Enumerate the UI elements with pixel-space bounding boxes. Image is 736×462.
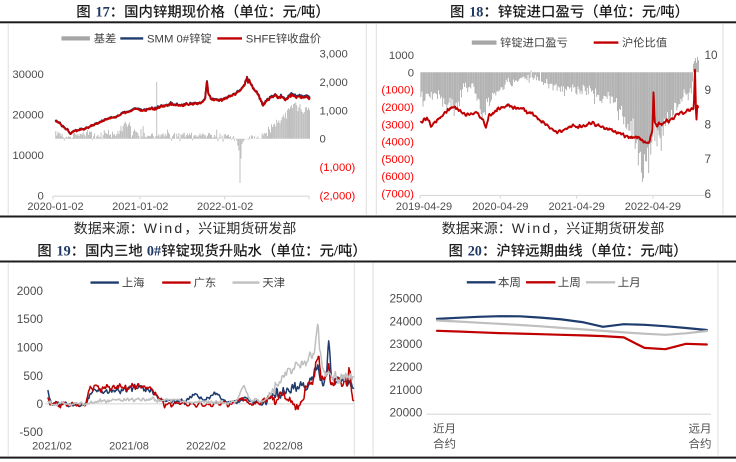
svg-text:2020-04-29: 2020-04-29	[472, 201, 528, 213]
svg-text:10: 10	[705, 48, 719, 62]
svg-text:500: 500	[23, 369, 43, 383]
svg-text:2021-01-02: 2021-01-02	[112, 201, 168, 213]
svg-text:(1,000): (1,000)	[320, 162, 356, 174]
svg-text:18: 18	[469, 5, 483, 21]
svg-text:10000: 10000	[12, 150, 43, 162]
svg-text:(3000): (3000)	[381, 119, 414, 131]
svg-text:(5000): (5000)	[381, 154, 414, 166]
svg-text:Wind: Wind	[144, 220, 185, 236]
svg-text:SMM 0#: SMM 0#	[147, 34, 190, 46]
svg-text:0: 0	[408, 67, 414, 79]
svg-text:21000: 21000	[389, 383, 422, 397]
svg-text:(7000): (7000)	[381, 189, 414, 201]
svg-text:1,000: 1,000	[320, 105, 348, 117]
svg-text:20000: 20000	[389, 406, 422, 420]
svg-text:(6000): (6000)	[381, 171, 414, 183]
svg-text:3,000: 3,000	[320, 49, 348, 61]
svg-text:/: /	[655, 5, 661, 21]
svg-text:6: 6	[705, 187, 712, 201]
svg-text:9: 9	[705, 83, 712, 97]
svg-text:19: 19	[57, 244, 71, 260]
svg-text:8: 8	[705, 118, 712, 132]
svg-text:30000: 30000	[12, 69, 43, 81]
svg-text:(2000): (2000)	[381, 102, 414, 114]
svg-text:2,000: 2,000	[320, 77, 348, 89]
svg-text:2021-04-29: 2021-04-29	[548, 201, 604, 213]
svg-text:1000: 1000	[389, 50, 414, 62]
svg-text:SHFE: SHFE	[246, 34, 277, 46]
svg-text:0: 0	[36, 397, 43, 411]
svg-text:2000: 2000	[17, 284, 44, 298]
svg-text:(1000): (1000)	[381, 85, 414, 97]
svg-text:(2,000): (2,000)	[320, 191, 356, 203]
svg-text:7: 7	[705, 152, 712, 166]
svg-text:(4000): (4000)	[381, 137, 414, 149]
svg-text:2019-04-29: 2019-04-29	[396, 201, 452, 213]
svg-text:2020-01-02: 2020-01-02	[27, 201, 83, 213]
svg-text:2022/08: 2022/08	[263, 441, 303, 453]
svg-text:1500: 1500	[17, 312, 44, 326]
svg-text:25000: 25000	[389, 292, 422, 306]
svg-text:22000: 22000	[389, 360, 422, 374]
svg-text:23000: 23000	[389, 337, 422, 351]
svg-text:0#: 0#	[147, 244, 161, 260]
svg-text:17: 17	[96, 5, 110, 21]
svg-text:20000: 20000	[12, 109, 43, 121]
svg-text:/: /	[333, 244, 339, 260]
svg-text:20: 20	[468, 244, 482, 260]
svg-text:Wind: Wind	[512, 220, 553, 236]
svg-text:24000: 24000	[389, 314, 422, 328]
svg-text:0: 0	[320, 134, 326, 146]
svg-text:2021/02: 2021/02	[32, 441, 72, 453]
svg-text:/: /	[654, 244, 660, 260]
svg-text:0: 0	[38, 191, 44, 203]
svg-text:/: /	[296, 5, 302, 21]
svg-text:2022/02: 2022/02	[186, 441, 226, 453]
svg-text:2022-01-02: 2022-01-02	[197, 201, 253, 213]
svg-text:1000: 1000	[17, 341, 44, 355]
svg-text:2021/08: 2021/08	[109, 441, 149, 453]
svg-text:2022-04-29: 2022-04-29	[625, 201, 681, 213]
svg-text:-500: -500	[19, 425, 43, 439]
